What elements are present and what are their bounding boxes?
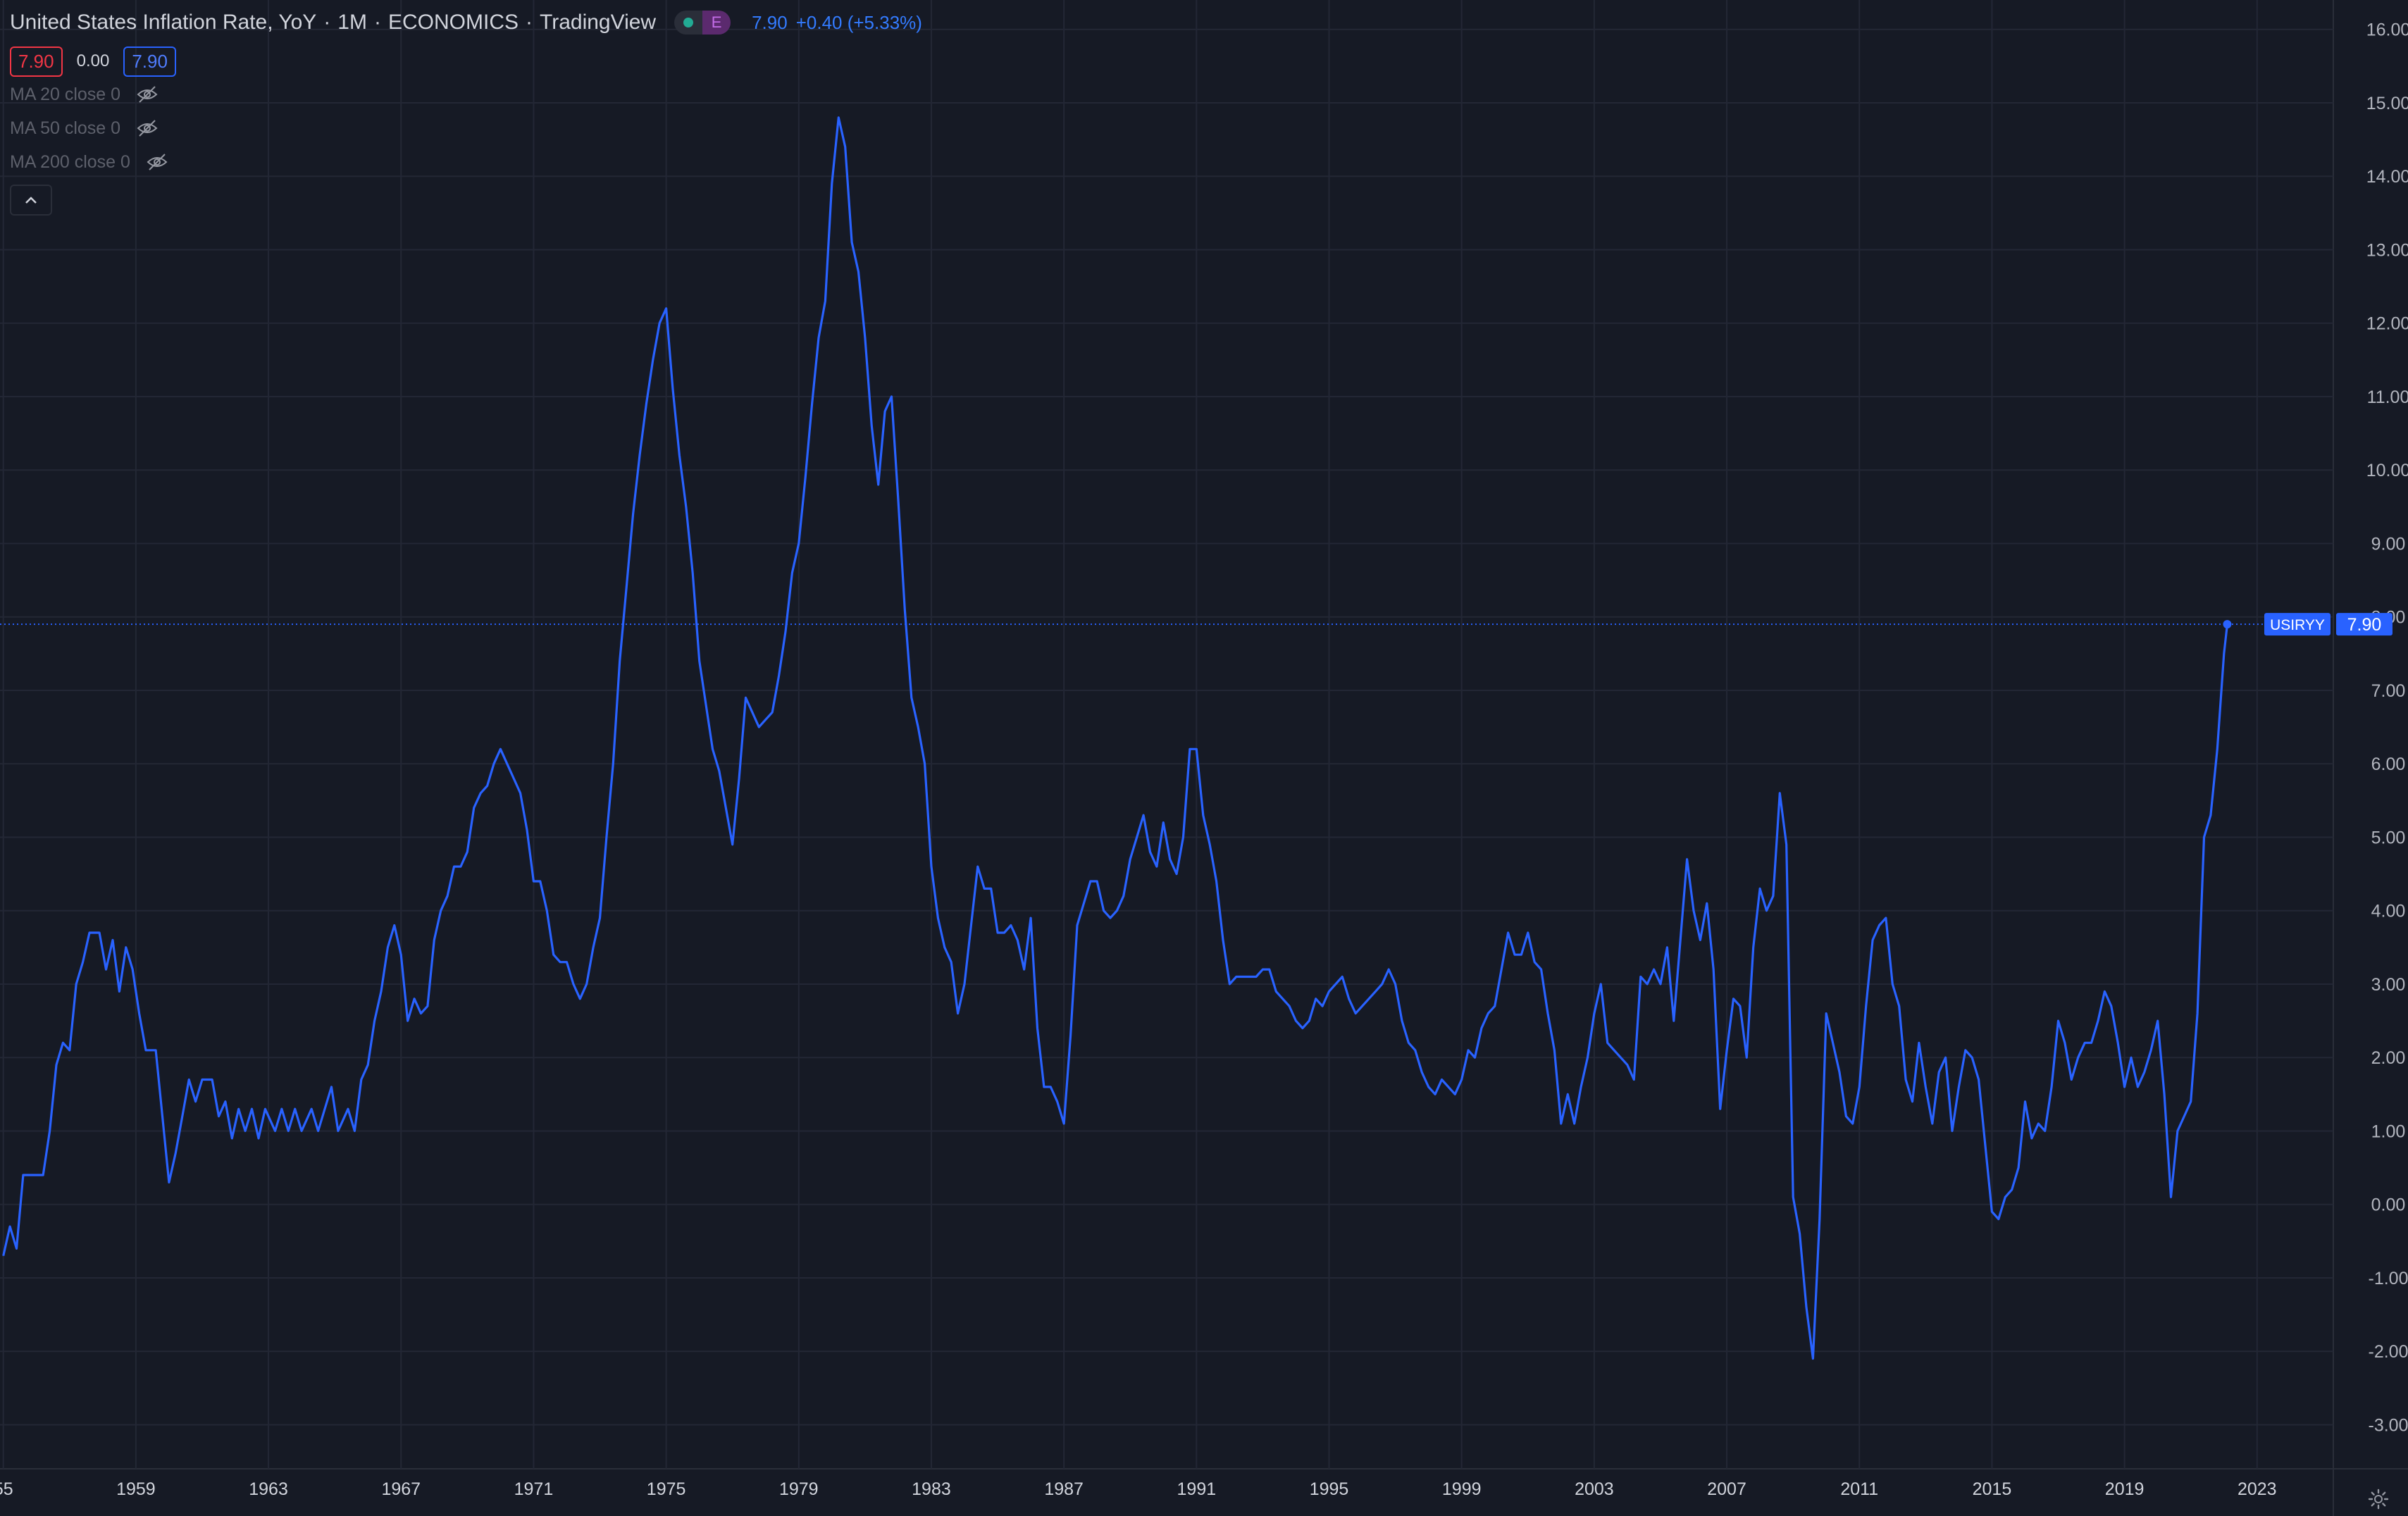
y-tick-label: 1.00 xyxy=(2371,1122,2406,1141)
series-layer xyxy=(2,116,2229,1360)
spread-value: 0.00 xyxy=(76,51,110,70)
x-tick-label: 1979 xyxy=(779,1479,819,1499)
y-tick-label: 0.00 xyxy=(2371,1195,2406,1215)
collapse-legend-button[interactable] xyxy=(10,185,52,216)
chart-legend: United States Inflation Rate, YoY · 1M ·… xyxy=(10,7,922,216)
y-tick-label: 2.00 xyxy=(2371,1048,2406,1068)
x-tick-label: 2011 xyxy=(1840,1479,1878,1499)
ma-200-indicator[interactable]: MA 200 close 0 xyxy=(10,145,922,179)
ma-200-label: MA 200 close 0 xyxy=(10,151,130,172)
y-tick-label: 14.00 xyxy=(2366,167,2408,187)
chevron-up-icon xyxy=(25,197,37,204)
price-change: +0.40 (+5.33%) xyxy=(795,11,922,33)
ma-50-indicator[interactable]: MA 50 close 0 xyxy=(10,111,922,145)
last-value-tag-label: 7.90 xyxy=(2347,615,2382,635)
x-tick-label: 2015 xyxy=(1973,1479,2012,1499)
separator: · xyxy=(526,11,533,34)
time-axis[interactable]: 55 1959 1963 1967 1971 1975 1979 1983 1987 1991 19… xyxy=(0,1479,2277,1499)
x-tick-label: 1967 xyxy=(381,1479,421,1499)
y-tick-label: 11.00 xyxy=(2367,387,2408,407)
last-value-dot xyxy=(2223,620,2232,629)
x-tick-label: 1959 xyxy=(116,1479,156,1499)
x-tick-label: 2019 xyxy=(2105,1479,2145,1499)
x-tick-label: 55 xyxy=(0,1479,13,1499)
market-open-dot-icon xyxy=(683,18,694,27)
x-tick-label: 1971 xyxy=(514,1479,554,1499)
separator: · xyxy=(373,11,381,34)
x-tick-label: 2003 xyxy=(1575,1479,1614,1499)
y-tick-label: 12.00 xyxy=(2366,314,2408,334)
interval-label[interactable]: 1M xyxy=(337,11,367,34)
symbol-tag xyxy=(2264,613,2331,636)
x-tick-label: 1999 xyxy=(1442,1479,1482,1499)
x-tick-label: 1983 xyxy=(912,1479,951,1499)
sell-value-box[interactable]: 7.90 xyxy=(10,46,63,77)
buy-value-box[interactable]: 7.90 xyxy=(123,46,176,77)
last-price: 7.90 xyxy=(752,11,788,33)
y-tick-label: 9.00 xyxy=(2371,534,2406,554)
hidden-eye-icon[interactable] xyxy=(146,153,168,171)
x-tick-label: 1987 xyxy=(1044,1479,1084,1499)
economic-event-icon[interactable]: E xyxy=(702,11,731,35)
x-tick-label: 2007 xyxy=(1707,1479,1746,1499)
exchange-label: ECONOMICS xyxy=(387,11,519,34)
y-tick-label: -2.00 xyxy=(2369,1342,2408,1362)
y-tick-label: 4.00 xyxy=(2371,902,2406,921)
x-tick-label: 2023 xyxy=(2238,1479,2277,1499)
ma-20-indicator[interactable]: MA 20 close 0 xyxy=(10,77,922,111)
last-value-tag xyxy=(2336,613,2393,636)
separator: · xyxy=(323,11,331,34)
series-line-usiryy[interactable] xyxy=(2,116,2229,1360)
x-tick-label: 1995 xyxy=(1310,1479,1349,1499)
y-tick-label: 16.00 xyxy=(2366,20,2408,40)
ma-20-label: MA 20 close 0 xyxy=(10,84,121,104)
y-tick-label: 13.00 xyxy=(2366,240,2408,260)
source-label: TradingView xyxy=(540,11,657,34)
price-axis[interactable]: 16.0015.0014.0013.0012.0011.0010.009.008… xyxy=(2366,20,2408,1436)
y-tick-label: 15.00 xyxy=(2366,94,2408,113)
value-row: 7.90 0.00 7.90 xyxy=(10,45,922,77)
last-value-label: USIRYY 7.90 xyxy=(0,613,2393,636)
x-tick-label: 1991 xyxy=(1177,1479,1217,1499)
symbol-tag-label: USIRYY xyxy=(2270,617,2325,633)
x-tick-label: 1963 xyxy=(249,1479,288,1499)
y-tick-label: 7.00 xyxy=(2371,681,2406,701)
settings-gear-icon[interactable] xyxy=(2366,1486,2391,1512)
x-tick-label: 1975 xyxy=(647,1479,686,1499)
y-tick-label: -3.00 xyxy=(2369,1415,2408,1435)
y-tick-label: 5.00 xyxy=(2371,828,2406,847)
market-status-pill[interactable]: E xyxy=(674,11,731,35)
legend-title-row[interactable]: United States Inflation Rate, YoY · 1M ·… xyxy=(10,7,922,38)
ma-50-label: MA 50 close 0 xyxy=(10,118,121,138)
symbol-title[interactable]: United States Inflation Rate, YoY xyxy=(10,11,317,34)
hidden-eye-icon[interactable] xyxy=(136,119,159,137)
hidden-eye-icon[interactable] xyxy=(136,85,159,104)
y-tick-label: 10.00 xyxy=(2366,461,2408,480)
y-tick-label: -1.00 xyxy=(2369,1269,2408,1288)
y-tick-label: 3.00 xyxy=(2371,975,2406,995)
y-tick-label: 6.00 xyxy=(2371,754,2406,774)
